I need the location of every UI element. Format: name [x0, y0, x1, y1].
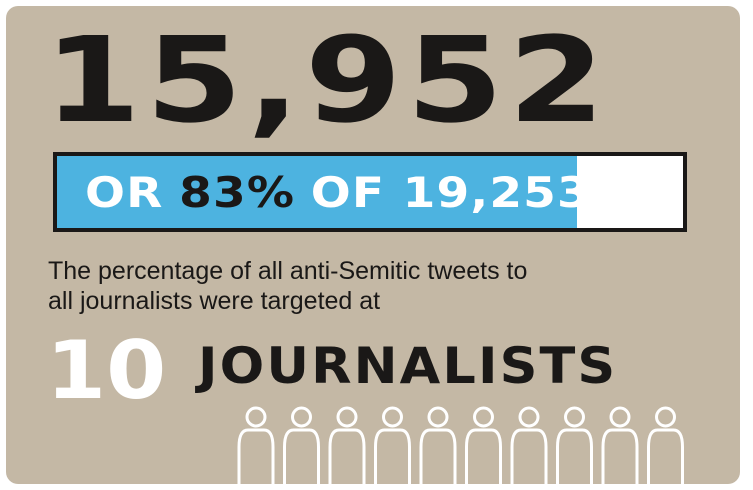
journalist-icons	[237, 406, 684, 484]
person-icon	[374, 406, 411, 484]
description-text: The percentage of all anti-Semitic tweet…	[48, 256, 527, 316]
percentage-bar-label: OR 83% OF 19,253	[85, 156, 591, 228]
person-icon	[647, 406, 684, 484]
percentage-bar-fill	[57, 156, 577, 228]
person-icon	[510, 406, 548, 484]
journalist-count-word: JOURNALISTS	[198, 337, 618, 395]
bar-label-percent: 83%	[179, 167, 296, 217]
person-icon	[237, 406, 275, 484]
person-icon	[465, 406, 502, 484]
description-line-1: The percentage of all anti-Semitic tweet…	[48, 257, 528, 285]
bar-label-suffix: OF 19,253	[310, 167, 591, 217]
bar-label-prefix: OR	[85, 167, 164, 217]
person-icon	[283, 406, 320, 484]
description-line-2: all journalists were targeted at	[48, 287, 381, 315]
person-icon	[601, 406, 639, 484]
percentage-bar: OR 83% OF 19,253	[53, 152, 687, 232]
person-icon	[419, 406, 457, 484]
person-icon	[556, 406, 593, 484]
person-icon	[328, 406, 366, 484]
total-count-headline: 15,952	[44, 11, 610, 149]
journalist-count-number: 10	[46, 324, 167, 417]
infographic-card: 15,952 OR 83% OF 19,253 The percentage o…	[6, 6, 740, 484]
